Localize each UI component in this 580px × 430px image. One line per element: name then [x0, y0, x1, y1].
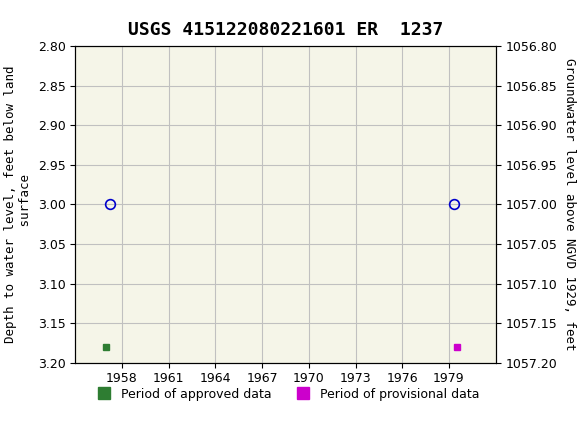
Legend: Period of approved data, Period of provisional data: Period of approved data, Period of provi… [86, 383, 485, 406]
Text: ≡USGS: ≡USGS [84, 16, 143, 35]
Y-axis label: Depth to water level, feet below land
 surface: Depth to water level, feet below land su… [4, 66, 32, 343]
Bar [77, 8, 113, 43]
Y-axis label: Groundwater level above NGVD 1929, feet: Groundwater level above NGVD 1929, feet [563, 58, 576, 351]
Title: USGS 415122080221601 ER  1237: USGS 415122080221601 ER 1237 [128, 21, 443, 39]
